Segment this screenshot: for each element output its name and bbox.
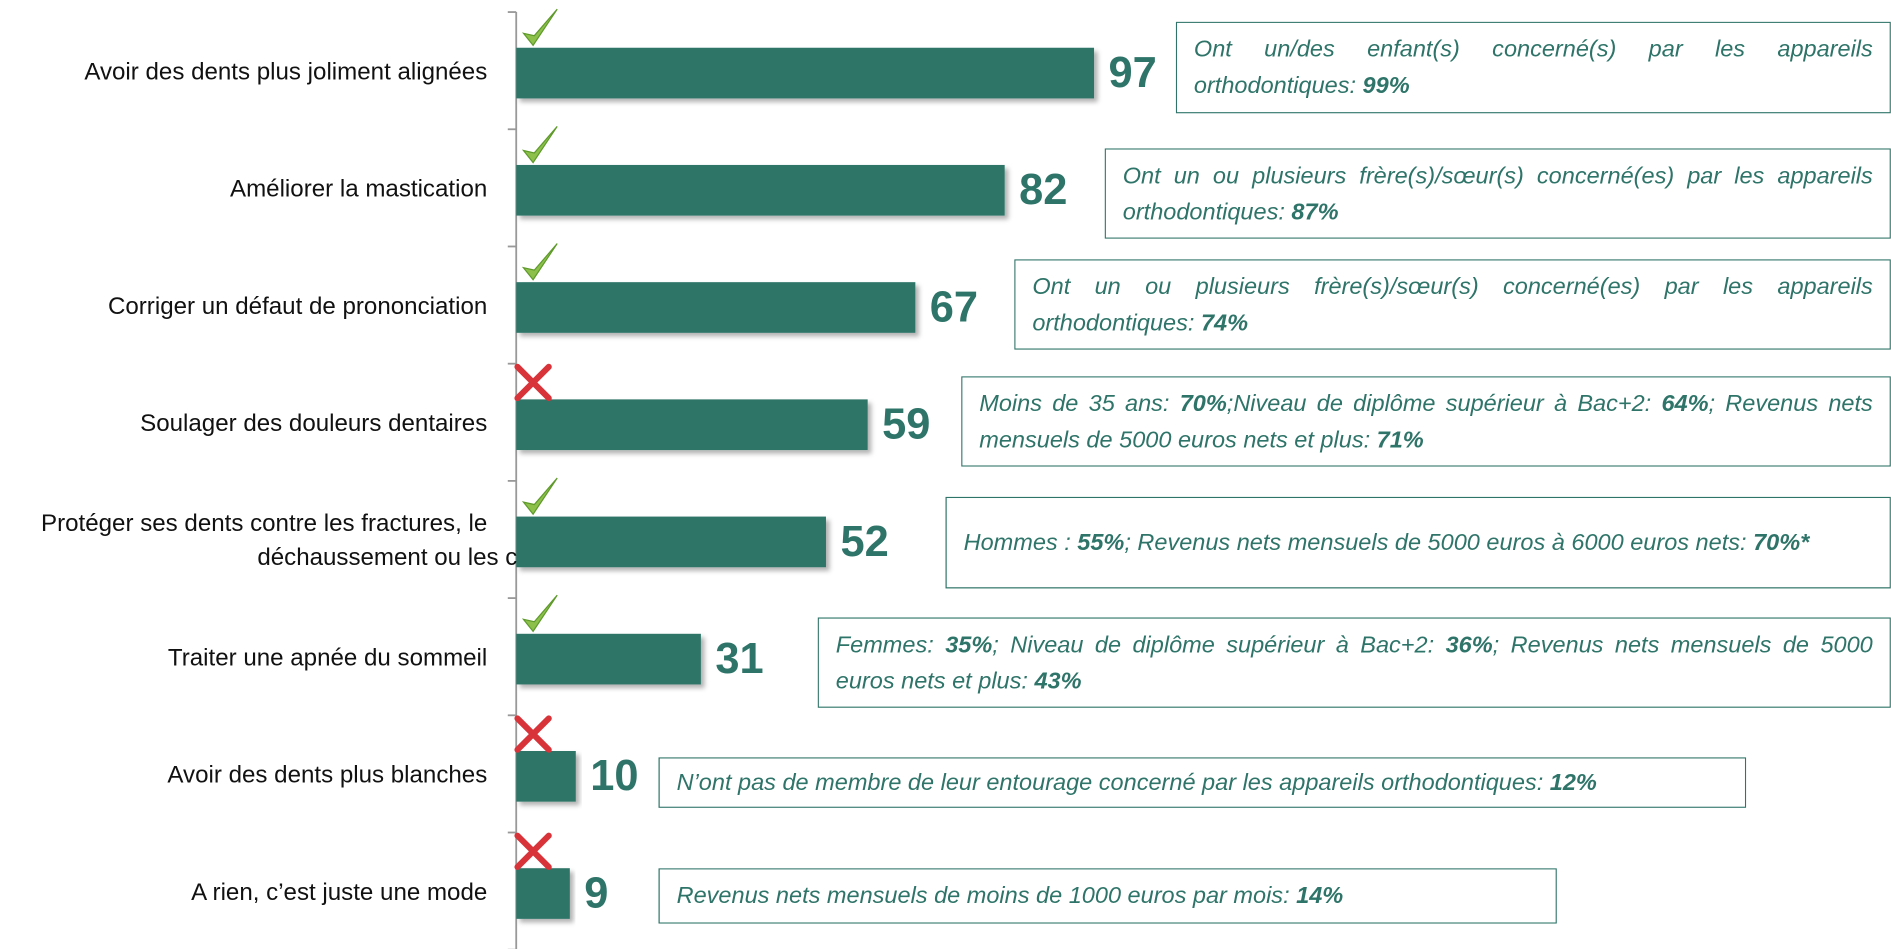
note-box: Moins de 35 ans: 70%;Niveau de diplôme s… bbox=[961, 376, 1891, 467]
note-text: 64% bbox=[1661, 390, 1709, 417]
value-label: 10 bbox=[590, 752, 638, 800]
note-text: 36% bbox=[1445, 631, 1493, 658]
check-icon bbox=[521, 125, 558, 164]
check-icon bbox=[521, 594, 558, 633]
note-text: N’ont pas de membre de leur entourage co… bbox=[676, 769, 1550, 796]
category-label: Améliorer la mastication bbox=[230, 176, 487, 203]
note-text: 74% bbox=[1200, 309, 1249, 336]
note-box: N’ont pas de membre de leur entourage co… bbox=[658, 757, 1747, 808]
category-label: Traiter une apnée du sommeil bbox=[168, 644, 487, 671]
category-label: Protéger ses dents contre les fractures,… bbox=[41, 510, 570, 571]
bar bbox=[516, 633, 701, 685]
check-icon bbox=[521, 243, 558, 281]
note-text: Ont un/des enfant(s) concerné(s) par les… bbox=[1193, 36, 1873, 99]
cross-icon bbox=[514, 715, 552, 753]
value-label: 67 bbox=[930, 283, 978, 331]
check-icon bbox=[521, 477, 558, 516]
bar bbox=[516, 47, 1095, 99]
cross-icon bbox=[514, 363, 552, 402]
value-label: 59 bbox=[882, 401, 930, 449]
note-text: 87% bbox=[1291, 198, 1339, 225]
category-label: Soulager des douleurs dentaires bbox=[140, 410, 487, 437]
note-box: Revenus nets mensuels de moins de 1000 e… bbox=[658, 868, 1557, 924]
note-text: 43% bbox=[1034, 667, 1082, 694]
note-text: 55% bbox=[1077, 529, 1125, 556]
note-text: Hommes : bbox=[963, 529, 1078, 556]
note: Moins de 35 ans: 70%;Niveau de diplôme s… bbox=[961, 376, 1891, 467]
bar bbox=[516, 399, 868, 451]
note-box: Femmes: 35%; Niveau de diplôme supérieur… bbox=[817, 617, 1891, 708]
note-text: Ont un ou plusieurs frère(s)/sœur(s) con… bbox=[1122, 162, 1873, 225]
note-text: 71% bbox=[1376, 426, 1424, 453]
bar bbox=[516, 868, 570, 919]
note-text: Femmes: bbox=[835, 631, 946, 658]
bar bbox=[516, 516, 826, 568]
note-box: Ont un ou plusieurs frère(s)/sœur(s) con… bbox=[1104, 148, 1891, 239]
note-text: ; Niveau de diplôme supérieur à Bac+2: bbox=[992, 631, 1446, 658]
value-label: 9 bbox=[584, 869, 608, 917]
note: N’ont pas de membre de leur entourage co… bbox=[658, 757, 1747, 808]
check-icon bbox=[521, 8, 558, 47]
note-text: Ont un ou plusieurs frère(s)/sœur(s) con… bbox=[1032, 273, 1873, 336]
note-text: Revenus nets mensuels de moins de 1000 e… bbox=[676, 882, 1297, 910]
note-text: 70% bbox=[1179, 390, 1227, 417]
bar bbox=[516, 164, 1005, 216]
note-text: ; Revenus nets mensuels de 5000 euros à … bbox=[1124, 529, 1754, 556]
note-text: ; Revenus nets mensuels de 5000 euros ne… bbox=[979, 390, 1873, 453]
bar bbox=[516, 282, 916, 333]
note-text: 12% bbox=[1549, 769, 1597, 796]
value-label: 82 bbox=[1019, 166, 1067, 214]
note-box: Ont un ou plusieurs frère(s)/sœur(s) con… bbox=[1014, 259, 1891, 350]
note: Ont un ou plusieurs frère(s)/sœur(s) con… bbox=[1104, 148, 1891, 239]
note-text: 99% bbox=[1362, 72, 1410, 99]
value-label: 52 bbox=[840, 518, 888, 566]
note-box: Ont un/des enfant(s) concerné(s) par les… bbox=[1175, 21, 1891, 114]
note: Femmes: 35%; Niveau de diplôme supérieur… bbox=[817, 617, 1891, 708]
note: Revenus nets mensuels de moins de 1000 e… bbox=[658, 868, 1557, 924]
note-text: Moins de 35 ans: bbox=[979, 390, 1180, 417]
category-label: A rien, c’est juste une mode bbox=[191, 879, 487, 906]
category-label: Corriger un défaut de prononciation bbox=[108, 293, 487, 320]
note: Hommes : 55%; Revenus nets mensuels de 5… bbox=[945, 496, 1891, 589]
note: Ont un ou plusieurs frère(s)/sœur(s) con… bbox=[1014, 259, 1891, 350]
value-label: 31 bbox=[715, 635, 763, 683]
note-box: Hommes : 55%; Revenus nets mensuels de 5… bbox=[945, 496, 1891, 589]
category-label: Avoir des dents plus joliment alignées bbox=[84, 58, 487, 85]
value-label: 97 bbox=[1109, 49, 1157, 97]
note: Ont un/des enfant(s) concerné(s) par les… bbox=[1175, 21, 1891, 114]
note-text: 70%* bbox=[1753, 529, 1810, 556]
note-text: 14% bbox=[1296, 882, 1344, 910]
note-text: ; Revenus nets mensuels de 5000 euros ne… bbox=[835, 631, 1873, 694]
cross-icon bbox=[514, 832, 552, 871]
category-label: Avoir des dents plus blanches bbox=[167, 762, 487, 789]
bar bbox=[516, 751, 576, 802]
note-text: ;Niveau de diplôme supérieur à Bac+2: bbox=[1226, 390, 1662, 417]
note-text: 35% bbox=[945, 631, 993, 658]
